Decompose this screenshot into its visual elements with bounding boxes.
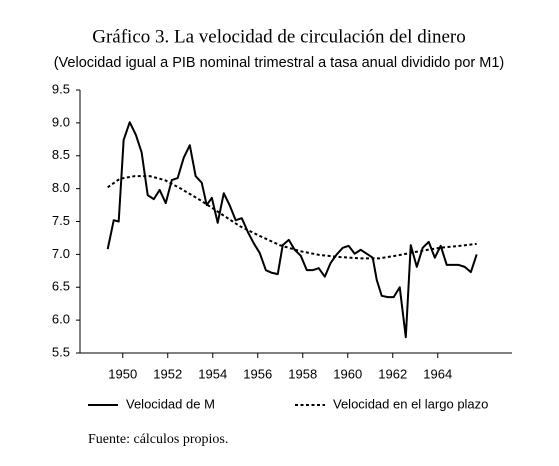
y-tick-label: 6.0 (52, 312, 70, 327)
x-tick-label: 1964 (423, 366, 452, 381)
x-tick-label: 1954 (198, 366, 227, 381)
y-tick-label: 7.5 (52, 213, 70, 228)
y-tick-label: 7.0 (52, 246, 70, 261)
footnote: Fuente: cálculos propios. (88, 432, 228, 447)
legend-label: Velocidad de M (126, 396, 215, 411)
series-line (107, 175, 477, 260)
y-tick-label: 9.0 (52, 114, 70, 129)
y-tick-label: 9.5 (52, 81, 70, 96)
y-tick-label: 6.5 (52, 279, 70, 294)
legend-label: Velocidad en el largo plazo (333, 396, 488, 411)
y-tick-label: 8.5 (52, 147, 70, 162)
chart-subtitle: (Velocidad igual a PIB nominal trimestra… (54, 55, 505, 71)
x-tick-label: 1960 (333, 366, 362, 381)
x-tick-label: 1962 (378, 366, 407, 381)
x-tick-label: 1956 (243, 366, 272, 381)
x-tick-label: 1958 (288, 366, 317, 381)
x-tick-label: 1952 (153, 366, 182, 381)
x-tick-label: 1950 (108, 366, 137, 381)
y-tick-label: 8.0 (52, 180, 70, 195)
chart-title: Gráfico 3. La velocidad de circulación d… (92, 26, 466, 47)
series-line (106, 121, 478, 339)
y-tick-label: 5.5 (52, 344, 70, 359)
